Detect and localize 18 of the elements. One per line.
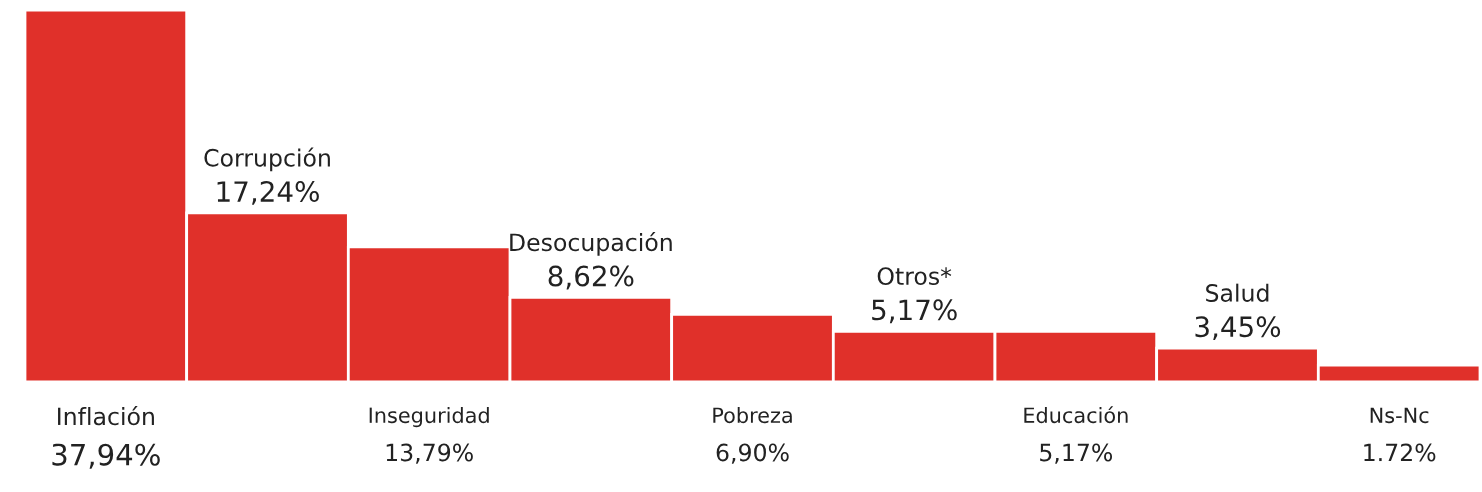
x-tick-label: Otros* bbox=[877, 267, 952, 286]
data-label: 8,62% bbox=[548, 265, 634, 290]
data-label: 37,94% bbox=[52, 443, 160, 469]
x-tick-label: Inflación bbox=[58, 406, 154, 426]
x-tick-label: Ns-Nc bbox=[1370, 407, 1429, 424]
x-tick-label: Inseguridad bbox=[369, 407, 489, 428]
x-tick-label: Educación bbox=[1024, 406, 1128, 424]
data-label: 17,24% bbox=[217, 181, 319, 205]
x-tick-label: Salud bbox=[1206, 283, 1269, 302]
data-label: 5,17% bbox=[872, 299, 957, 324]
x-tick-label: Pobreza bbox=[713, 407, 792, 424]
data-label: 3,45% bbox=[1195, 316, 1281, 341]
data-label: 5,17% bbox=[1040, 443, 1113, 464]
data-label: 1.72% bbox=[1364, 443, 1436, 462]
data-label: 13,79% bbox=[386, 443, 473, 464]
x-tick-label: Desocupación bbox=[510, 232, 672, 256]
data-label: 6,90% bbox=[716, 443, 789, 464]
x-tick-label: Corrupción bbox=[204, 147, 330, 172]
